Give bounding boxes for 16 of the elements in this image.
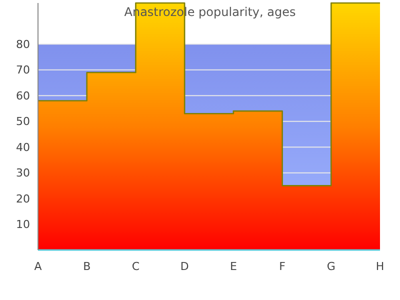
y-tick-label: 70 — [16, 64, 30, 77]
x-tick-label: H — [376, 260, 384, 273]
y-tick-label: 10 — [16, 218, 30, 232]
y-tick-label: 60 — [16, 89, 30, 102]
y-tick-label: 80 — [16, 38, 30, 52]
y-tick-label: 30 — [16, 166, 30, 180]
y-tick-label: 40 — [16, 140, 30, 154]
x-tick-label: D — [180, 260, 189, 273]
y-tick-label: 50 — [16, 115, 30, 128]
x-tick-label: C — [132, 260, 140, 273]
x-tick-label: E — [230, 260, 237, 273]
x-tick-label: F — [279, 260, 286, 273]
x-tick-label: G — [326, 260, 336, 273]
x-tick-label: A — [34, 260, 42, 273]
y-tick-label: 20 — [16, 192, 30, 206]
x-tick-label: B — [83, 260, 91, 273]
